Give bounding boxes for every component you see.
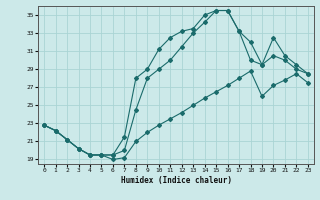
X-axis label: Humidex (Indice chaleur): Humidex (Indice chaleur) [121, 176, 231, 185]
